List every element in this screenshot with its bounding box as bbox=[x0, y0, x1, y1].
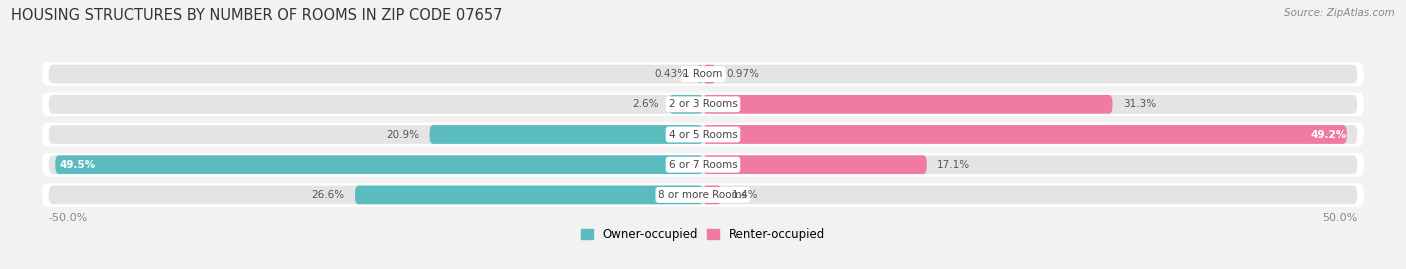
FancyBboxPatch shape bbox=[49, 125, 1357, 144]
Text: 49.5%: 49.5% bbox=[59, 160, 96, 170]
FancyBboxPatch shape bbox=[703, 65, 716, 83]
Text: 20.9%: 20.9% bbox=[387, 129, 419, 140]
FancyBboxPatch shape bbox=[49, 186, 1357, 204]
FancyBboxPatch shape bbox=[42, 153, 1364, 176]
FancyBboxPatch shape bbox=[354, 186, 703, 204]
Text: 1 Room: 1 Room bbox=[683, 69, 723, 79]
FancyBboxPatch shape bbox=[55, 155, 703, 174]
FancyBboxPatch shape bbox=[49, 65, 1357, 83]
FancyBboxPatch shape bbox=[703, 125, 1347, 144]
Text: HOUSING STRUCTURES BY NUMBER OF ROOMS IN ZIP CODE 07657: HOUSING STRUCTURES BY NUMBER OF ROOMS IN… bbox=[11, 8, 503, 23]
FancyBboxPatch shape bbox=[703, 186, 721, 204]
Text: 8 or more Rooms: 8 or more Rooms bbox=[658, 190, 748, 200]
Text: 0.43%: 0.43% bbox=[654, 69, 688, 79]
FancyBboxPatch shape bbox=[669, 95, 703, 114]
FancyBboxPatch shape bbox=[49, 155, 1357, 174]
FancyBboxPatch shape bbox=[703, 155, 927, 174]
Text: 49.2%: 49.2% bbox=[1310, 129, 1347, 140]
Text: 0.97%: 0.97% bbox=[725, 69, 759, 79]
Legend: Owner-occupied, Renter-occupied: Owner-occupied, Renter-occupied bbox=[576, 223, 830, 246]
Text: 50.0%: 50.0% bbox=[1322, 214, 1357, 224]
FancyBboxPatch shape bbox=[697, 65, 703, 83]
FancyBboxPatch shape bbox=[703, 95, 1112, 114]
Text: 26.6%: 26.6% bbox=[311, 190, 344, 200]
Text: 1.4%: 1.4% bbox=[731, 190, 758, 200]
FancyBboxPatch shape bbox=[42, 93, 1364, 116]
FancyBboxPatch shape bbox=[42, 183, 1364, 207]
Text: 2.6%: 2.6% bbox=[633, 99, 658, 109]
Text: 2 or 3 Rooms: 2 or 3 Rooms bbox=[669, 99, 737, 109]
FancyBboxPatch shape bbox=[42, 123, 1364, 146]
Text: 6 or 7 Rooms: 6 or 7 Rooms bbox=[669, 160, 737, 170]
Text: 31.3%: 31.3% bbox=[1123, 99, 1156, 109]
FancyBboxPatch shape bbox=[429, 125, 703, 144]
Text: -50.0%: -50.0% bbox=[49, 214, 89, 224]
Text: 17.1%: 17.1% bbox=[938, 160, 970, 170]
Text: 4 or 5 Rooms: 4 or 5 Rooms bbox=[669, 129, 737, 140]
Text: Source: ZipAtlas.com: Source: ZipAtlas.com bbox=[1284, 8, 1395, 18]
FancyBboxPatch shape bbox=[49, 95, 1357, 114]
FancyBboxPatch shape bbox=[42, 62, 1364, 86]
